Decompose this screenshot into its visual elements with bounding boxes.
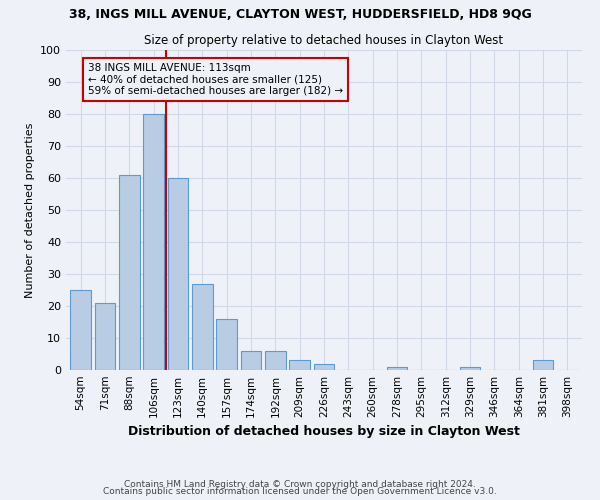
Bar: [265, 351, 286, 370]
Bar: [95, 303, 115, 370]
Bar: [70, 290, 91, 370]
Bar: [192, 284, 212, 370]
X-axis label: Distribution of detached houses by size in Clayton West: Distribution of detached houses by size …: [128, 426, 520, 438]
Bar: [167, 178, 188, 370]
Bar: [241, 351, 262, 370]
Bar: [216, 319, 237, 370]
Text: Contains public sector information licensed under the Open Government Licence v3: Contains public sector information licen…: [103, 487, 497, 496]
Bar: [289, 360, 310, 370]
Bar: [386, 367, 407, 370]
Bar: [460, 367, 481, 370]
Text: 38, INGS MILL AVENUE, CLAYTON WEST, HUDDERSFIELD, HD8 9QG: 38, INGS MILL AVENUE, CLAYTON WEST, HUDD…: [68, 8, 532, 20]
Bar: [119, 175, 140, 370]
Text: 38 INGS MILL AVENUE: 113sqm
← 40% of detached houses are smaller (125)
59% of se: 38 INGS MILL AVENUE: 113sqm ← 40% of det…: [88, 63, 343, 96]
Bar: [314, 364, 334, 370]
Y-axis label: Number of detached properties: Number of detached properties: [25, 122, 35, 298]
Bar: [143, 114, 164, 370]
Title: Size of property relative to detached houses in Clayton West: Size of property relative to detached ho…: [145, 34, 503, 48]
Text: Contains HM Land Registry data © Crown copyright and database right 2024.: Contains HM Land Registry data © Crown c…: [124, 480, 476, 489]
Bar: [533, 360, 553, 370]
